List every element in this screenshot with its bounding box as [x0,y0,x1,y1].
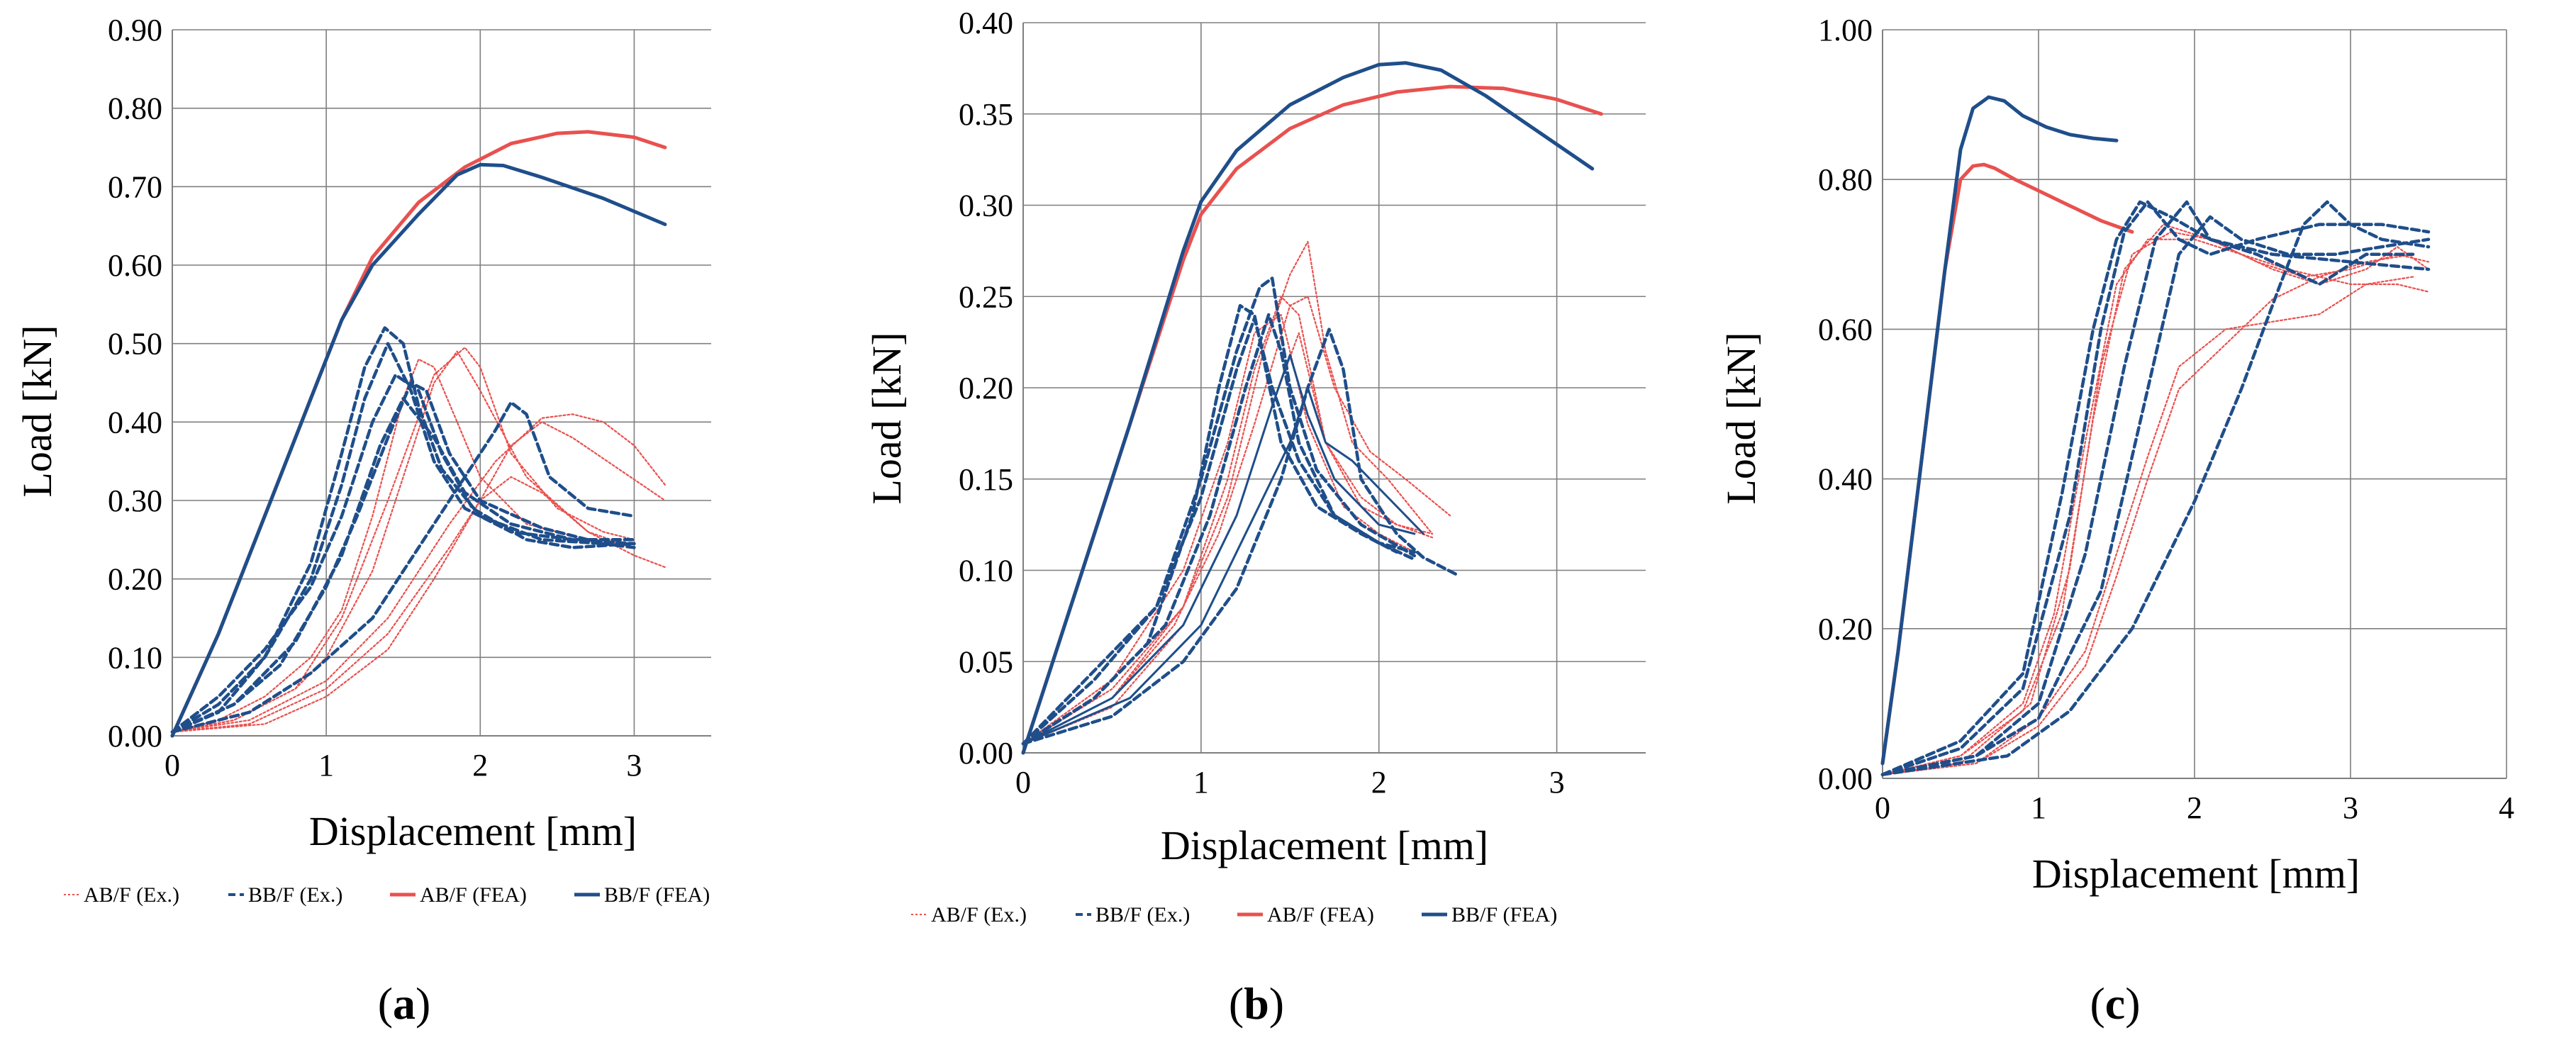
series-line-bb-ex [170,381,636,734]
series-line-bb-solid-ex [1022,386,1424,745]
series-line-bb-ex [170,401,636,734]
series-line-ab-ex [1881,223,2430,776]
y-tick-label: 0.20 [1818,612,1873,647]
legend-label-ab-ex: AB/F (Ex.) [84,883,179,907]
y-tick-label: 0.10 [108,640,162,675]
caption-b: (b) [1229,978,1284,1029]
x-tick-label: 0 [1875,790,1890,825]
series-line-bb-ex [1880,200,2431,776]
series-line-ab-ex [1022,240,1434,745]
series-line-bb-ex [1021,328,1461,746]
y-tick-label: 0.80 [1818,162,1873,197]
x-tick-label: 4 [2499,790,2514,825]
legend-b: AB/F (Ex.) BB/F (Ex.) AB/F (FEA) BB/F (F… [911,903,1557,927]
series-line-ab-ex [1881,231,2430,776]
legend-label-bb-fea: BB/F (FEA) [1451,903,1557,927]
series-line-bb-fea [170,162,667,738]
x-tick-label: 2 [2187,790,2202,825]
series-line-ab-ex [171,413,667,733]
x-tick-label: 3 [626,748,642,783]
y-tick-label: 0.60 [1818,312,1873,347]
caption-c: (c) [2090,978,2140,1029]
x-tick-label: 3 [1549,765,1565,800]
series-line-ab-ex [1022,296,1434,745]
y-tick-label: 0.40 [108,405,162,440]
series-line-bb-ex [1880,200,2431,776]
chart-panel-a: 0.00 0.10 0.20 0.30 0.40 0.50 0.60 0.70 0.80 0.90… [14,13,711,1029]
y-tick-label: 0.25 [959,279,1013,314]
legend-label-ab-ex: AB/F (Ex.) [931,903,1027,927]
y-tick-label: 0.20 [959,371,1013,405]
series-line-ab-ex [171,350,635,733]
x-axis-title: Displacement [mm] [2032,851,2360,897]
series-line-ab-ex [1881,253,2414,776]
series-line-ab-ex [1881,276,2414,776]
y-tick-label: 1.00 [1818,13,1873,47]
y-tick-label: 0.30 [108,483,162,518]
series-line-bb-ex [1880,215,2431,776]
x-tick-label: 1 [318,748,334,783]
y-tick-label: 0.10 [959,554,1013,588]
legend-label-bb-fea: BB/F (FEA) [604,883,710,907]
caption-letter-a: a [393,978,416,1029]
y-tick-label: 0.05 [959,644,1013,679]
series-line-ab-ex [1022,296,1451,745]
legend-label-ab-fea: AB/F (FEA) [420,883,527,907]
series-line-bb-ex [170,373,636,734]
x-axis-title: Displacement [mm] [1161,822,1488,868]
y-tick-label: 0.80 [108,91,162,126]
caption-letter-c: c [2105,978,2125,1029]
y-tick-label: 0.20 [108,562,162,597]
legend-a: AB/F (Ex.) BB/F (Ex.) AB/F (FEA) BB/F (F… [64,883,710,907]
x-tick-label: 1 [2031,790,2046,825]
caption-a: (a) [378,978,431,1029]
y-tick-label: 0.60 [108,248,162,283]
x-tick-label: 1 [1193,765,1209,800]
caption-letter-b: b [1244,978,1269,1029]
x-tick-label: 3 [2343,790,2358,825]
x-tick-label: 0 [1015,765,1031,800]
x-tick-label: 2 [472,748,488,783]
y-tick-label: 0.40 [959,6,1013,40]
series-line-bb-ex [1880,200,2431,776]
y-tick-label: 0.00 [1818,761,1873,796]
y-tick-label: 0.15 [959,462,1013,497]
series-line-bb-ex [1021,316,1417,746]
y-axis-title: Load [kN] [864,332,910,504]
series-line-ab-ex [1022,313,1416,745]
legend-label-bb-ex: BB/F (Ex.) [1095,903,1190,927]
y-axis-title: Load [kN] [14,325,60,497]
series-line-bb-ex [1021,303,1399,746]
chart-panel-b: 0.00 0.05 0.10 0.15 0.20 0.25 0.30 0.35 0.40 0 1 2 3… [864,6,1646,1029]
series-line-bb-fea [1021,61,1595,755]
y-tick-label: 0.90 [108,13,162,47]
x-axis-title: Displacement [mm] [309,808,637,854]
x-tick-label: 2 [1371,765,1387,800]
x-tick-label: 0 [165,748,180,783]
y-tick-label: 0.70 [108,169,162,204]
y-tick-label: 0.35 [959,97,1013,132]
series-line-ab-ex [171,421,667,733]
legend-label-ab-fea: AB/F (FEA) [1267,903,1374,927]
series-line-ab-fea [170,130,667,738]
legend-label-bb-ex: BB/F (Ex.) [248,883,342,907]
series-line-bb-fea [1880,95,2119,766]
y-axis-title: Load [kN] [1718,332,1764,504]
y-tick-label: 0.00 [959,736,1013,771]
series-line-bb-ex [170,396,636,734]
y-tick-label: 0.50 [108,327,162,362]
y-tick-label: 0.00 [108,719,162,754]
series-line-ab-ex [1881,238,2430,776]
series-line-bb-ex [1880,200,2415,776]
y-tick-label: 0.40 [1818,462,1873,497]
y-tick-label: 0.30 [959,189,1013,223]
series-line-bb-solid-ex [1022,354,1416,745]
series-line-bb-ex [1021,276,1417,746]
chart-panel-c: 0.00 0.20 0.40 0.60 0.80 1.00 0 1 2 3 4 Displaceme… [1718,13,2514,1029]
